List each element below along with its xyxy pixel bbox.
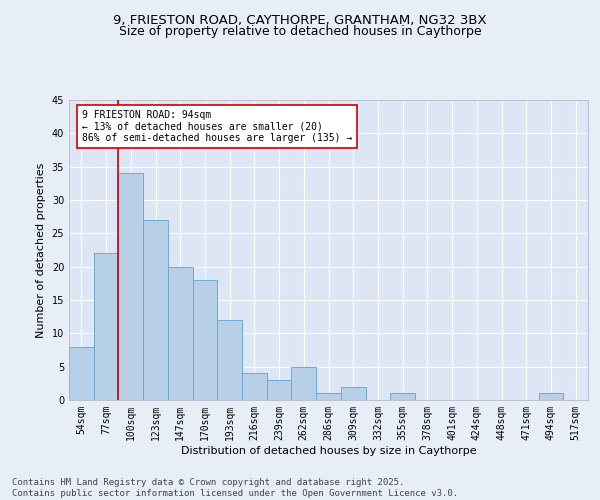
Bar <box>292 366 316 400</box>
Bar <box>118 174 143 400</box>
Bar <box>143 220 168 400</box>
Bar <box>168 266 193 400</box>
Text: 9, FRIESTON ROAD, CAYTHORPE, GRANTHAM, NG32 3BX: 9, FRIESTON ROAD, CAYTHORPE, GRANTHAM, N… <box>113 14 487 27</box>
Text: Size of property relative to detached houses in Caythorpe: Size of property relative to detached ho… <box>119 25 481 38</box>
Bar <box>390 394 415 400</box>
X-axis label: Distribution of detached houses by size in Caythorpe: Distribution of detached houses by size … <box>181 446 476 456</box>
Bar <box>267 380 292 400</box>
Bar <box>316 394 341 400</box>
Bar <box>69 346 94 400</box>
Y-axis label: Number of detached properties: Number of detached properties <box>36 162 46 338</box>
Text: 9 FRIESTON ROAD: 94sqm
← 13% of detached houses are smaller (20)
86% of semi-det: 9 FRIESTON ROAD: 94sqm ← 13% of detached… <box>82 110 352 143</box>
Bar <box>193 280 217 400</box>
Bar <box>242 374 267 400</box>
Bar <box>94 254 118 400</box>
Text: Contains HM Land Registry data © Crown copyright and database right 2025.
Contai: Contains HM Land Registry data © Crown c… <box>12 478 458 498</box>
Bar <box>539 394 563 400</box>
Bar <box>217 320 242 400</box>
Bar <box>341 386 365 400</box>
